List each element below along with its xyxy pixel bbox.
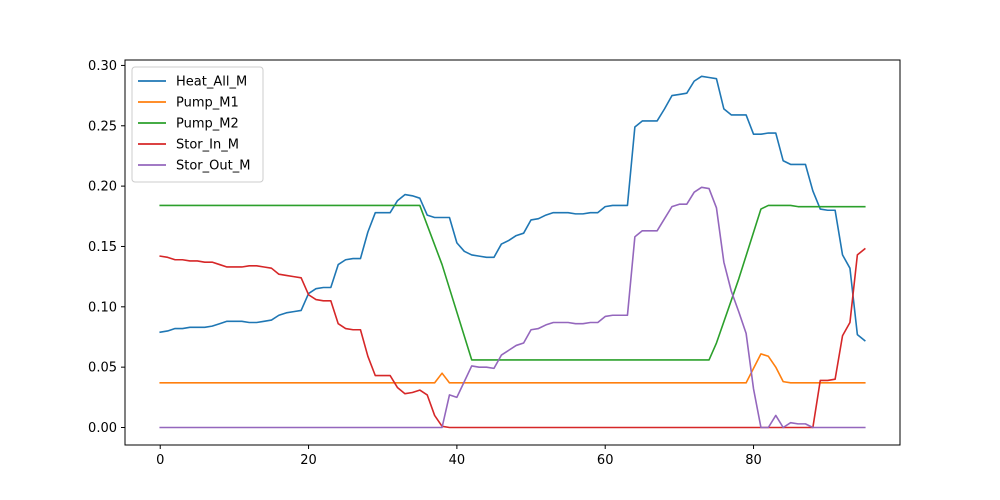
- legend-label-3: Stor_In_M: [176, 138, 239, 153]
- y-tick-label-5: 0.25: [88, 119, 117, 134]
- y-tick-label-3: 0.15: [88, 240, 117, 255]
- legend-label-4: Stor_Out_M: [176, 159, 250, 174]
- legend-label-2: Pump_M2: [176, 117, 239, 132]
- series-line-4: [159, 186, 866, 429]
- series-line-1: [159, 353, 866, 384]
- series-line-3: [159, 247, 866, 429]
- legend-label-1: Pump_M1: [176, 96, 239, 111]
- x-tick-label-4: 80: [745, 453, 762, 468]
- x-tick-label-0: 0: [156, 453, 164, 468]
- x-tick-label-1: 20: [300, 453, 317, 468]
- legend-frame: [131, 66, 264, 183]
- y-tick-label-0: 0.00: [88, 421, 117, 436]
- legend: Heat_All_M Pump_M1 Pump_M2 Stor_In_M Stor_Ou…: [131, 66, 264, 183]
- x-tick-label-3: 60: [597, 453, 614, 468]
- x-axis: 0 20 40 60 80: [156, 445, 762, 468]
- y-axis: 0.00 0.05 0.10 0.15 0.20 0.25 0.30: [88, 59, 125, 436]
- x-tick-label-2: 40: [449, 453, 466, 468]
- y-tick-label-4: 0.20: [88, 180, 117, 195]
- legend-label-0: Heat_All_M: [176, 75, 247, 90]
- series-line-0: [159, 75, 866, 342]
- y-tick-label-6: 0.30: [88, 59, 117, 74]
- plot-frame: [124, 59, 901, 446]
- series-layer: [159, 75, 866, 429]
- y-tick-label-2: 0.10: [88, 300, 117, 315]
- series-line-2: [159, 204, 866, 361]
- y-tick-label-1: 0.05: [88, 361, 117, 376]
